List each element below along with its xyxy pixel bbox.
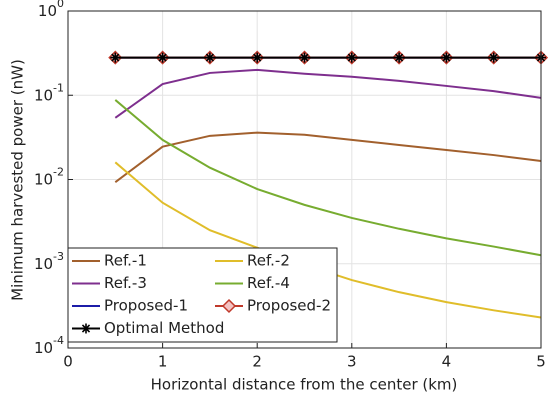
x-tick-label: 1	[158, 353, 168, 371]
marker	[346, 52, 357, 63]
legend-box	[67, 247, 338, 343]
legend-label: Ref.-1	[104, 252, 147, 270]
legend-label: Ref.-4	[247, 274, 290, 292]
y-tick-label: 100	[38, 0, 64, 20]
x-axis-label: Horizontal distance from the center (km)	[151, 376, 458, 394]
marker	[110, 52, 121, 63]
series-line	[114, 131, 542, 183]
y-axis-label: Minimum harvested power (nW)	[9, 59, 27, 301]
legend-label: Ref.-3	[104, 274, 147, 292]
legend-label: Proposed-2	[247, 297, 331, 315]
marker	[252, 52, 263, 63]
marker	[488, 52, 499, 63]
legend-label: Optimal Method	[104, 319, 224, 337]
plot-frame	[67, 10, 542, 349]
series-line	[114, 68, 542, 119]
marker	[441, 52, 452, 63]
y-tick-label: 10-3	[34, 250, 64, 273]
y-tick-label: 10-2	[34, 166, 64, 189]
x-tick-label: 4	[442, 353, 452, 371]
legend-label: Proposed-1	[104, 297, 188, 315]
x-tick-label: 3	[347, 353, 357, 371]
y-tick-label: 10-4	[34, 334, 64, 357]
series-line	[114, 99, 542, 257]
x-tick-label: 5	[536, 353, 546, 371]
marker	[81, 323, 91, 334]
marker	[157, 52, 168, 63]
marker	[394, 52, 405, 63]
marker	[204, 52, 215, 63]
marker	[299, 52, 310, 63]
x-tick-label: 2	[252, 353, 262, 371]
marker	[221, 298, 237, 314]
legend-label: Ref.-2	[247, 252, 290, 270]
x-tick-label: 0	[63, 353, 73, 371]
y-tick-label: 10-1	[34, 81, 64, 104]
